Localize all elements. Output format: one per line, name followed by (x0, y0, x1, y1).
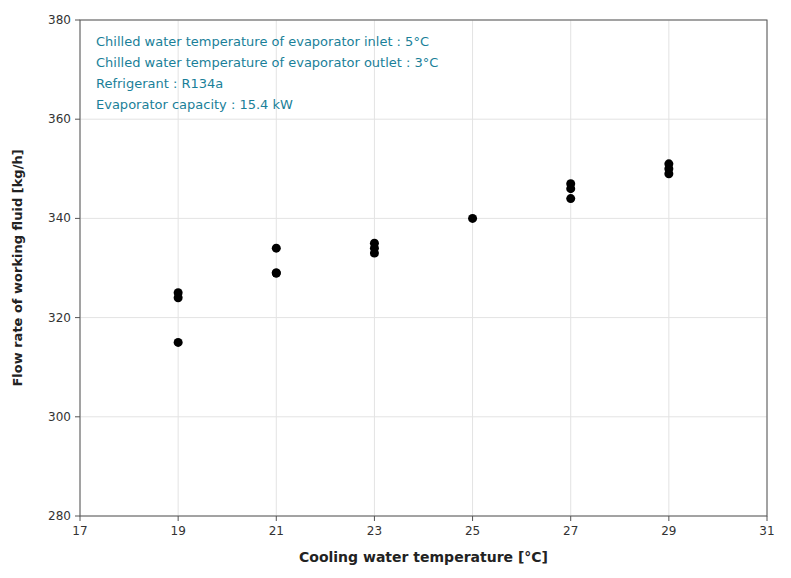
tick-y (75, 218, 80, 219)
tick-label-y: 320 (48, 311, 71, 325)
y-axis-label: Flow rate of working fluid [kg/h] (10, 149, 25, 386)
grid-line-y (80, 119, 767, 120)
scatter-point (566, 194, 575, 203)
grid-line-y (80, 317, 767, 318)
tick-y (75, 416, 80, 417)
plot-frame (80, 20, 767, 516)
tick-y (75, 20, 80, 21)
scatter-point (174, 288, 183, 297)
grid-line-x (374, 20, 375, 516)
scatter-point (174, 338, 183, 347)
tick-x (668, 516, 669, 521)
tick-label-x: 25 (465, 524, 480, 538)
tick-label-x: 19 (171, 524, 186, 538)
points (174, 159, 674, 347)
tick-label-x: 29 (661, 524, 676, 538)
tick-label-y: 380 (48, 13, 71, 27)
tick-y (75, 516, 80, 517)
tick-x (570, 516, 571, 521)
grid-line-y (80, 416, 767, 417)
chart-svg: 17 19 21 23 25 27 29 31 280 300 320 340 360 380 Coolin… (0, 0, 791, 578)
scatter-point (272, 268, 281, 277)
scatter-point (664, 159, 673, 168)
annotations: Chilled water temperature of evaporator … (96, 34, 438, 112)
annotation: Evaporator capacity : 15.4 kW (96, 97, 293, 112)
tick-label-y: 340 (48, 211, 71, 225)
annotation: Chilled water temperature of evaporator … (96, 34, 429, 49)
scatter-point (272, 244, 281, 253)
tick-x (472, 516, 473, 521)
tick-label-x: 23 (367, 524, 382, 538)
tick-label-x: 17 (72, 524, 87, 538)
tick-label-y: 300 (48, 410, 71, 424)
scatter-point (468, 214, 477, 223)
tick-label-x: 31 (759, 524, 774, 538)
grid-line-x (276, 20, 277, 516)
tick-label-x: 27 (563, 524, 578, 538)
tick-y (75, 317, 80, 318)
annotation: Chilled water temperature of evaporator … (96, 55, 438, 70)
scatter-point (272, 268, 281, 277)
tick-x (80, 516, 81, 521)
annotation: Refrigerant : R134a (96, 76, 223, 91)
grid-line-x (178, 20, 179, 516)
tick-x (178, 516, 179, 521)
tick-x (767, 516, 768, 521)
plot-background (80, 20, 767, 516)
x-axis-label: Cooling water temperature [°C] (299, 549, 548, 565)
tick-label-y: 280 (48, 509, 71, 523)
scatter-point (566, 179, 575, 188)
ticks: 17 19 21 23 25 27 29 31 280 300 320 340 360 380 (48, 13, 775, 538)
grid-line-x (668, 20, 669, 516)
tick-x (276, 516, 277, 521)
tick-label-x: 21 (269, 524, 284, 538)
tick-x (374, 516, 375, 521)
grid-line-x (570, 20, 571, 516)
grid-line-y (80, 218, 767, 219)
grid (80, 20, 767, 516)
tick-label-y: 360 (48, 112, 71, 126)
scatter-point (370, 239, 379, 248)
tick-y (75, 119, 80, 120)
grid-line-x (472, 20, 473, 516)
chart-container: 17 19 21 23 25 27 29 31 280 300 320 340 360 380 Coolin… (0, 0, 791, 578)
